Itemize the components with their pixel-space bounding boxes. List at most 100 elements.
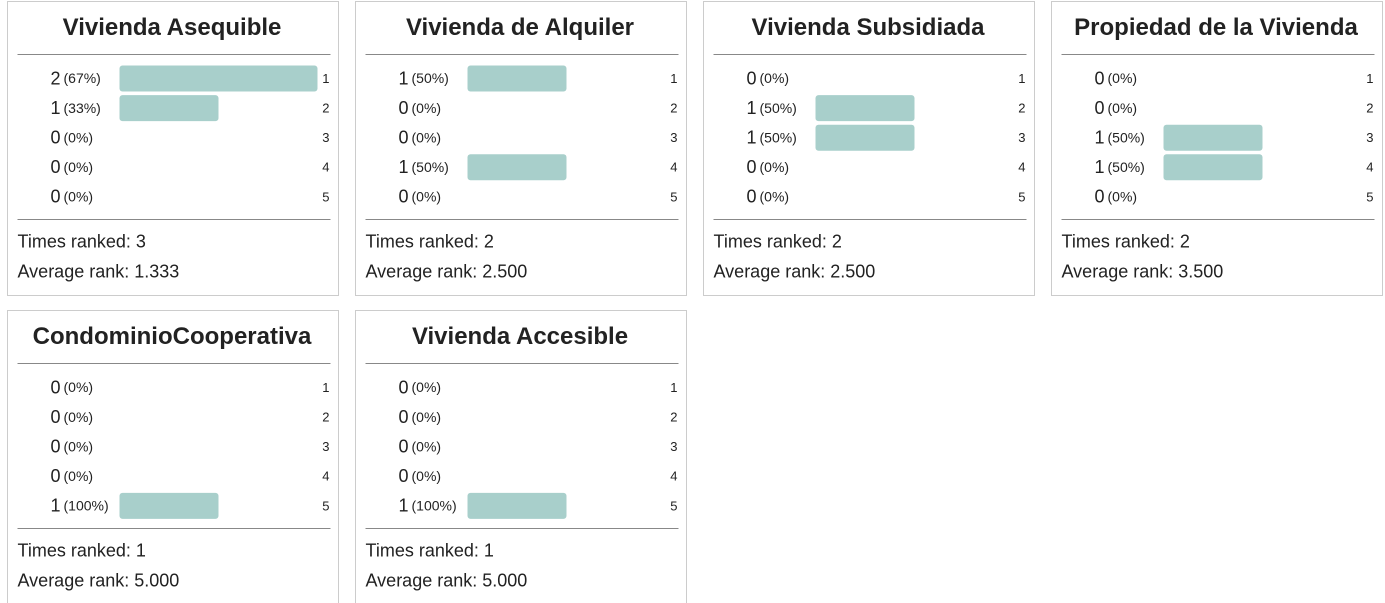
panel-border: [7, 310, 339, 603]
rank-label: 1: [670, 380, 677, 395]
average-rank: Average rank: 1.333: [18, 261, 180, 281]
panel-title: Vivienda de Alquiler: [406, 14, 634, 41]
percent-label: (50%): [1108, 159, 1145, 175]
count: 2: [50, 68, 60, 88]
times-ranked: Times ranked: 3: [18, 231, 146, 251]
rank-label: 3: [322, 439, 329, 454]
count: 1: [398, 68, 408, 88]
average-rank: Average rank: 2.500: [366, 261, 528, 281]
rank-label: 3: [1018, 130, 1025, 145]
times-ranked: Times ranked: 1: [18, 540, 146, 560]
rank-label: 4: [1366, 160, 1373, 175]
times-ranked: Times ranked: 2: [366, 231, 494, 251]
rank-label: 2: [1366, 101, 1373, 116]
rank-label: 2: [322, 101, 329, 116]
percent-label: (0%): [412, 379, 442, 395]
count: 0: [50, 127, 60, 147]
percent-label: (0%): [1108, 70, 1138, 86]
rank-label: 4: [670, 160, 677, 175]
rank-label: 4: [322, 160, 329, 175]
panel-title: Vivienda Subsidiada: [752, 14, 986, 41]
bar: [815, 95, 915, 122]
rank-label: 2: [670, 410, 677, 425]
count: 1: [50, 98, 60, 118]
bar: [815, 124, 915, 151]
count: 0: [1094, 98, 1104, 118]
rank-label: 1: [1366, 71, 1373, 86]
percent-label: (0%): [64, 159, 94, 175]
panel-title: CondominioCooperativa: [33, 323, 312, 350]
rank-label: 3: [670, 439, 677, 454]
rank-label: 2: [1018, 101, 1025, 116]
percent-label: (0%): [1108, 100, 1138, 116]
percent-label: (0%): [412, 189, 442, 205]
count: 1: [50, 496, 60, 516]
rank-label: 5: [670, 189, 677, 204]
rank-label: 4: [1018, 160, 1025, 175]
rank-label: 3: [1366, 130, 1373, 145]
count: 1: [746, 127, 756, 147]
percent-label: (0%): [412, 468, 442, 484]
count: 0: [50, 466, 60, 486]
rank-label: 1: [670, 71, 677, 86]
percent-label: (50%): [760, 129, 797, 145]
rank-label: 2: [670, 101, 677, 116]
average-rank: Average rank: 5.000: [18, 570, 180, 590]
rank-label: 5: [322, 189, 329, 204]
rank-label: 2: [322, 410, 329, 425]
percent-label: (50%): [412, 159, 449, 175]
bar: [119, 492, 219, 519]
rank-label: 4: [322, 469, 329, 484]
panel-title: Vivienda Accesible: [412, 323, 628, 350]
percent-label: (0%): [64, 409, 94, 425]
panel-border: [355, 1, 687, 296]
count: 1: [398, 496, 408, 516]
percent-label: (50%): [1108, 129, 1145, 145]
percent-label: (0%): [412, 100, 442, 116]
average-rank: Average rank: 2.500: [714, 261, 876, 281]
count: 1: [1094, 157, 1104, 177]
rank-label: 3: [670, 130, 677, 145]
percent-label: (0%): [64, 129, 94, 145]
count: 1: [398, 157, 408, 177]
bar: [119, 95, 219, 122]
percent-label: (100%): [412, 498, 457, 514]
bar: [119, 65, 318, 92]
percent-label: (0%): [760, 159, 790, 175]
count: 1: [1094, 127, 1104, 147]
percent-label: (0%): [412, 409, 442, 425]
bar: [1163, 124, 1263, 151]
rank-label: 1: [322, 71, 329, 86]
percent-label: (0%): [64, 468, 94, 484]
count: 0: [746, 68, 756, 88]
percent-label: (0%): [64, 438, 94, 454]
count: 0: [50, 157, 60, 177]
percent-label: (33%): [64, 100, 101, 116]
count: 0: [50, 407, 60, 427]
percent-label: (67%): [64, 70, 101, 86]
times-ranked: Times ranked: 2: [1062, 231, 1190, 251]
panel-title: Vivienda Asequible: [63, 14, 282, 41]
panel-title: Propiedad de la Vivienda: [1074, 14, 1358, 41]
average-rank: Average rank: 5.000: [366, 570, 528, 590]
bar: [467, 65, 567, 92]
percent-label: (0%): [760, 189, 790, 205]
rank-label: 1: [322, 380, 329, 395]
rank-label: 5: [322, 498, 329, 513]
bar: [467, 492, 567, 519]
count: 0: [398, 407, 408, 427]
times-ranked: Times ranked: 1: [366, 540, 494, 560]
count: 0: [398, 98, 408, 118]
count: 0: [1094, 68, 1104, 88]
percent-label: (0%): [1108, 189, 1138, 205]
rank-label: 4: [670, 469, 677, 484]
percent-label: (0%): [760, 70, 790, 86]
count: 0: [746, 187, 756, 207]
rank-label: 5: [1018, 189, 1025, 204]
percent-label: (100%): [64, 498, 109, 514]
